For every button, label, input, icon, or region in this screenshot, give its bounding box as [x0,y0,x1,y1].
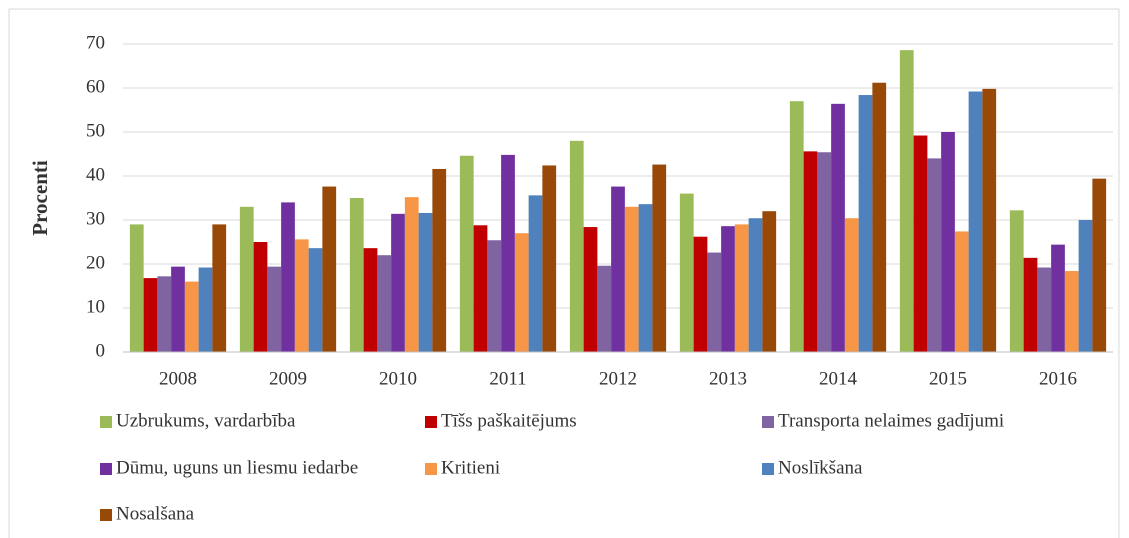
bar [239,206,254,352]
bar [954,231,969,352]
bar [308,248,323,352]
legend-swatch [762,463,774,475]
bar [734,224,749,352]
bar [514,233,529,352]
x-tick-label: 2011 [489,368,526,389]
bar [171,266,185,352]
bar [1051,244,1065,352]
bar [281,202,295,352]
bar [1009,210,1024,352]
bar [844,218,859,352]
legend-label: Tīšs paškaitējums [441,410,577,431]
bar [968,91,983,353]
bar [583,227,598,352]
x-tick-label: 2014 [819,368,858,389]
bar [1078,220,1093,352]
bar [611,186,625,352]
x-tick-label: 2015 [929,368,967,389]
x-tick-label: 2012 [599,368,637,389]
legend-swatch [425,416,437,428]
bar [349,198,364,352]
bar [212,224,227,352]
legend-label: Transporta nelaimes gadījumi [778,410,1004,431]
y-axis-title: Procenti [28,160,52,236]
y-tick-label: 30 [86,208,105,229]
bar [872,82,887,352]
legend-swatch [100,416,112,428]
bar [322,186,337,352]
bar [831,103,845,352]
bar [143,278,158,352]
y-tick-label: 50 [86,120,105,141]
bar [1064,271,1079,352]
bar [1092,178,1107,352]
bar [913,135,928,352]
legend-label: Nosalšana [116,503,195,524]
bar [267,266,282,352]
x-tick-label: 2010 [379,368,417,389]
bar [789,101,804,352]
x-tick-label: 2009 [269,368,307,389]
bar [679,193,694,352]
chart-frame [8,8,1120,538]
legend-swatch [762,416,774,428]
x-tick-label: 2008 [159,368,197,389]
legend-swatch [100,463,112,475]
legend-label: Kritieni [441,457,500,478]
bar [377,255,392,352]
bar [198,267,213,352]
bar [253,242,268,352]
bar [432,168,447,352]
y-tick-label: 0 [96,340,106,361]
bar [294,239,309,352]
y-tick-label: 20 [86,252,105,273]
bar [762,211,777,352]
bar [624,206,639,352]
legend-swatch [425,463,437,475]
bar [184,281,199,352]
bar [941,132,955,352]
x-tick-label: 2016 [1039,368,1077,389]
bar [363,248,378,352]
legend-label: Dūmu, uguns un liesmu iedarbe [116,457,358,478]
bar [652,164,667,352]
bar [487,240,502,352]
bar [817,152,832,352]
y-tick-label: 70 [86,32,105,53]
x-tick-label: 2013 [709,368,747,389]
bar [459,155,474,352]
bar [693,236,708,352]
bar [129,224,144,352]
y-tick-label: 60 [86,76,105,97]
bar [638,204,653,352]
bar [748,218,763,352]
legend-label: Uzbrukums, vardarbība [116,410,296,431]
bar [404,197,419,352]
bar [157,276,172,352]
bar [927,158,942,352]
bar [858,95,873,352]
bar [473,225,488,352]
bar [528,195,543,352]
bar [569,140,584,352]
bar [542,165,557,352]
y-tick-label: 10 [86,296,105,317]
bar [597,265,612,352]
bar [899,50,914,352]
legend-label: Noslīkšana [778,457,863,478]
legend-swatch [100,509,112,521]
bar [982,88,997,352]
bar [418,212,433,352]
bar [501,154,515,352]
bar [707,252,722,352]
bar [1023,257,1038,352]
bar [803,151,818,352]
y-tick-label: 40 [86,164,105,185]
bar [721,226,735,352]
bar [1037,267,1052,352]
bar [391,213,405,352]
